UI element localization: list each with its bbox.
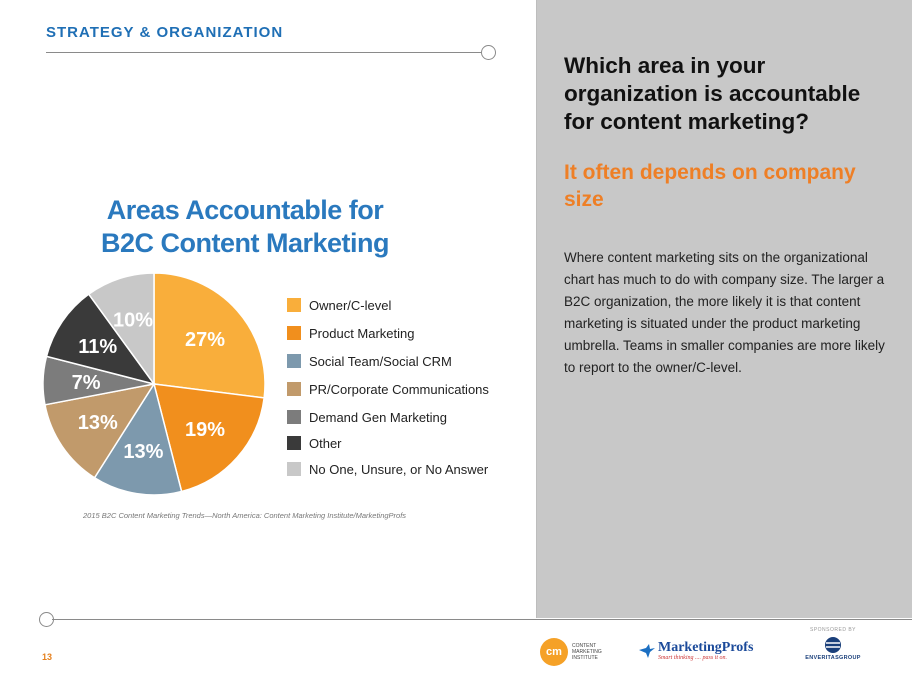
marketingprofs-tagline: Smart thinking .... pass it on. <box>658 655 728 661</box>
globe-icon <box>825 637 841 653</box>
pie-slice-6 <box>87 272 155 387</box>
subhead: It often depends on company size <box>564 161 856 211</box>
legend-swatch <box>287 298 301 312</box>
pie-slice-label: 13% <box>78 412 118 434</box>
chart-legend: Owner/C-level Product Marketing Social Tea… <box>287 291 489 483</box>
legend-label: Social Team/Social CRM <box>309 353 452 369</box>
legend-swatch <box>287 436 301 450</box>
pie-slice-0 <box>153 272 266 399</box>
sponsored-by-label: SPONSORED BY <box>809 627 856 633</box>
legend-swatch <box>287 354 301 368</box>
cmi-word: CONTENT <box>572 643 597 649</box>
legend-swatch <box>287 410 301 424</box>
section-title: STRATEGY & ORGANIZATION <box>46 24 284 41</box>
legend-label: PR/Corporate Communications <box>309 381 489 397</box>
legend-swatch <box>287 382 301 396</box>
chart-title-line-2: B2C Content Marketing <box>100 228 390 258</box>
legend-label: Owner/C-level <box>309 297 392 313</box>
pie-slice-label: 11% <box>78 336 117 358</box>
pie-slice-3 <box>44 382 156 479</box>
body-text: Where content marketing sits on the orga… <box>564 250 885 375</box>
marketingprofs-logo: MarketingProfs Smart thinking .... pass … <box>638 635 753 667</box>
pie-slice-label: 10% <box>113 309 153 331</box>
page-number: 13 <box>42 652 53 662</box>
top-rule <box>46 52 482 53</box>
cmi-word: MARKETING <box>572 649 602 655</box>
cmi-wordmark: CONTENT MARKETING INSTITUTE <box>572 643 616 661</box>
pie-slice-1 <box>152 383 265 493</box>
source-note: 2015 B2C Content Marketing Trends—North … <box>83 511 407 520</box>
pie-slice-5 <box>45 293 156 386</box>
legend-item: Other <box>287 431 489 455</box>
sponsor-logo: SPONSORED BY ENVERITASGROUP <box>800 627 866 661</box>
right-panel <box>536 0 912 618</box>
pie-slice-2 <box>93 382 183 496</box>
pie-slice-label: 19% <box>185 419 225 441</box>
legend-swatch <box>287 462 301 476</box>
bird-icon <box>639 644 655 658</box>
footer <box>0 618 912 679</box>
pie-slice-label: 13% <box>123 441 163 463</box>
pie-chart: 27% 19% 13%13% 7% 11% 10% <box>42 272 266 496</box>
legend-item: Product Marketing <box>287 319 489 347</box>
bottom-rule <box>52 619 912 620</box>
sponsor-name: ENVERITASGROUP <box>805 655 861 661</box>
legend-label: No One, Unsure, or No Answer <box>309 461 489 477</box>
top-rule-circle-icon <box>481 45 496 60</box>
question-heading: Which area in your organization is accou… <box>564 53 861 134</box>
legend-item: Social Team/Social CRM <box>287 347 489 375</box>
legend-label: Demand Gen Marketing <box>309 409 448 425</box>
chart-title: Areas Accountable for B2C Content Market… <box>60 194 430 260</box>
legend-item: No One, Unsure, or No Answer <box>287 455 489 483</box>
cmi-logo: cm CONTENT MARKETING INSTITUTE <box>540 636 616 668</box>
legend-item: PR/Corporate Communications <box>287 375 489 403</box>
legend-label: Other <box>309 435 342 451</box>
pie-slice-label: 27% <box>185 329 225 351</box>
cmi-badge-icon: cm <box>540 638 568 666</box>
cmi-word: INSTITUTE <box>572 655 598 661</box>
legend-item: Owner/C-level <box>287 291 489 319</box>
pie-slice-label: 7% <box>72 372 101 394</box>
legend-swatch <box>287 326 301 340</box>
chart-title-line-1: Areas Accountable for <box>106 195 384 225</box>
marketingprofs-name: MarketingProfs <box>658 640 754 655</box>
legend-label: Product Marketing <box>309 325 415 341</box>
left-page: STRATEGY & ORGANIZATION Areas Accountabl… <box>42 24 496 520</box>
marketingprofs-wordmark: MarketingProfs Smart thinking .... pass … <box>658 640 753 662</box>
legend-item: Demand Gen Marketing <box>287 403 489 431</box>
